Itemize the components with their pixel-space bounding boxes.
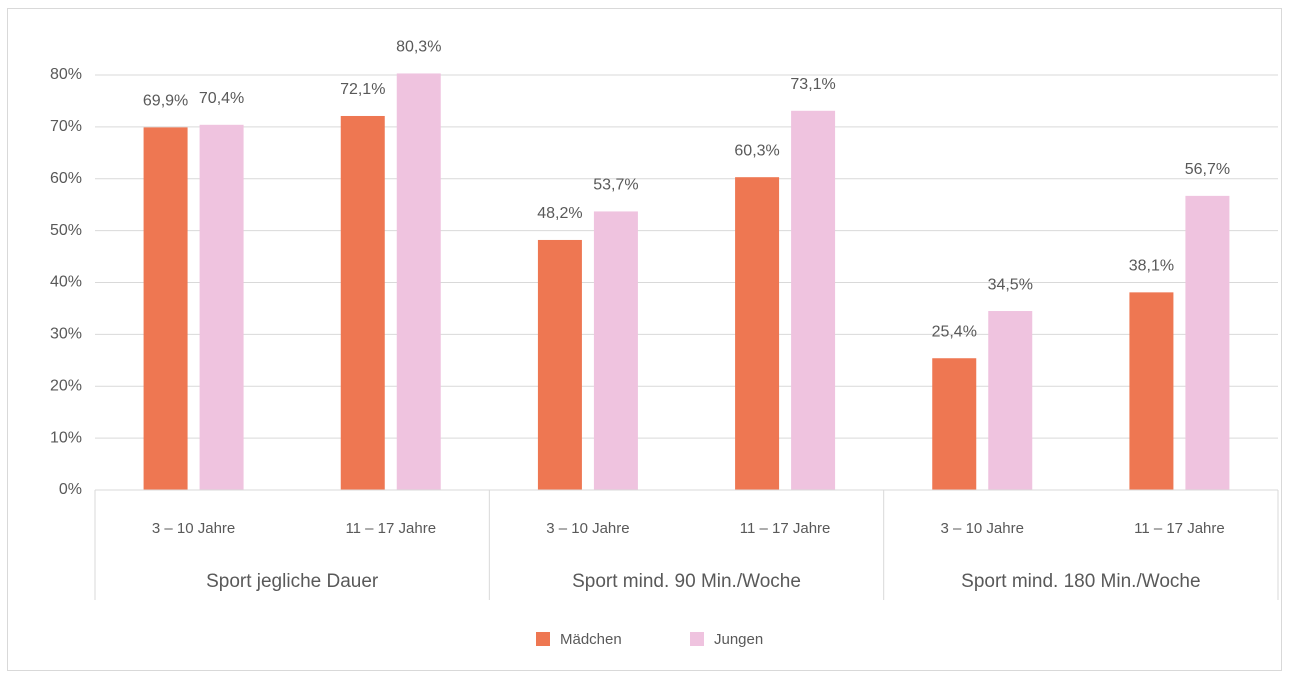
y-tick-label: 50%: [50, 222, 82, 239]
value-label: 48,2%: [537, 205, 582, 222]
group-label: Sport jegliche Dauer: [206, 571, 379, 592]
bar: [1185, 195, 1230, 490]
x-tick-label: 3 – 10 Jahre: [152, 520, 235, 537]
bar: [791, 110, 836, 490]
value-label: 53,7%: [593, 177, 638, 194]
bar: [143, 127, 188, 491]
y-tick-label: 70%: [50, 118, 82, 135]
bar: [396, 73, 441, 490]
value-label: 25,4%: [932, 323, 977, 340]
value-label: 73,1%: [790, 76, 835, 93]
legend-swatch: [690, 632, 704, 646]
value-label: 60,3%: [734, 142, 779, 159]
bar: [199, 124, 244, 491]
value-label: 34,5%: [988, 276, 1033, 293]
bar: [593, 211, 638, 490]
y-tick-label: 30%: [50, 326, 82, 343]
y-tick-label: 0%: [59, 481, 82, 498]
x-tick-label: 11 – 17 Jahre: [1134, 520, 1225, 537]
chart-frame: [7, 8, 1282, 671]
y-tick-label: 40%: [50, 274, 82, 291]
value-label: 80,3%: [396, 39, 441, 56]
bar: [340, 115, 385, 490]
bar: [1129, 292, 1174, 490]
group-label: Sport mind. 90 Min./Woche: [572, 571, 801, 592]
bar: [988, 311, 1033, 490]
legend-swatch: [536, 632, 550, 646]
value-label: 38,1%: [1129, 258, 1174, 275]
bar: [932, 358, 977, 490]
value-label: 72,1%: [340, 81, 385, 98]
y-tick-label: 20%: [50, 377, 82, 394]
y-tick-label: 60%: [50, 170, 82, 187]
bar: [537, 239, 582, 490]
legend-label: Jungen: [714, 631, 763, 648]
value-label: 70,4%: [199, 90, 244, 107]
x-tick-label: 11 – 17 Jahre: [345, 520, 436, 537]
bar: [735, 177, 780, 490]
x-tick-label: 3 – 10 Jahre: [941, 520, 1024, 537]
x-tick-label: 3 – 10 Jahre: [546, 520, 629, 537]
group-label: Sport mind. 180 Min./Woche: [961, 571, 1200, 592]
y-tick-label: 80%: [50, 66, 82, 83]
legend-label: Mädchen: [560, 631, 622, 648]
value-label: 69,9%: [143, 93, 188, 110]
y-tick-label: 10%: [50, 429, 82, 446]
x-tick-label: 11 – 17 Jahre: [740, 520, 831, 537]
value-label: 56,7%: [1185, 161, 1230, 178]
